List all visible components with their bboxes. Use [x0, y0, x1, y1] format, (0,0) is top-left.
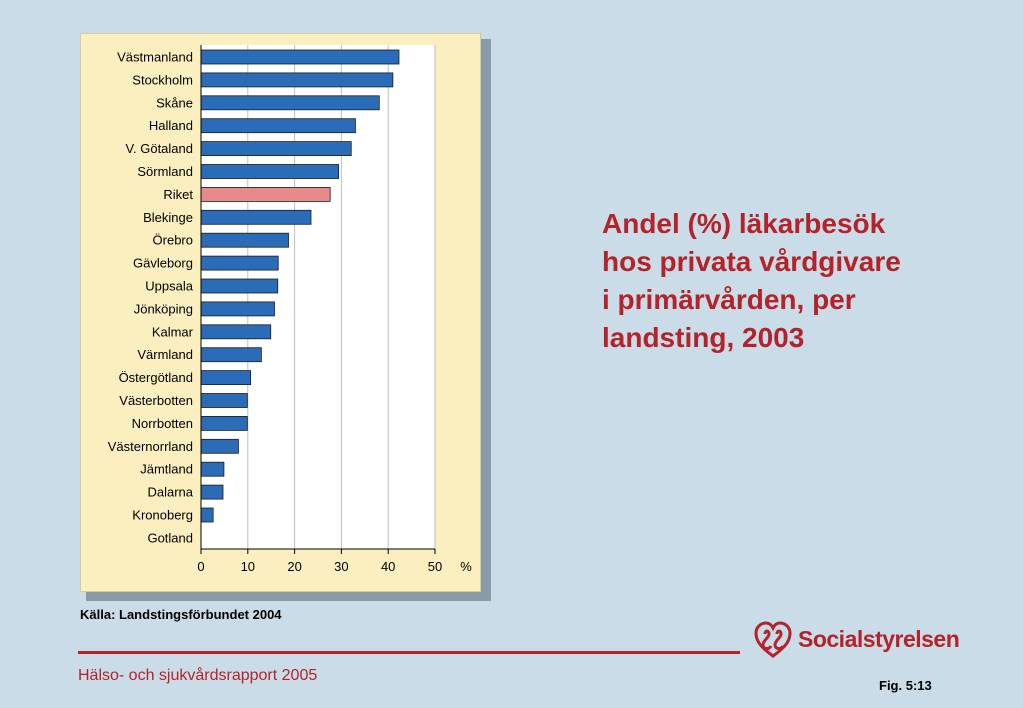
bar: [200, 347, 262, 363]
chart-title: Andel (%) läkarbesök hos privata vårdgiv…: [602, 205, 962, 357]
category-label: Norrbotten: [132, 416, 193, 431]
bar: [200, 370, 252, 386]
category-label: Jönköping: [134, 301, 193, 316]
category-label: Gävleborg: [133, 256, 193, 271]
footer-divider: [78, 651, 740, 654]
report-title: Hälso- och sjukvårdsrapport 2005: [78, 667, 318, 684]
source-note: Källa: Landstingsförbundet 2004: [80, 607, 282, 622]
socialstyrelsen-logo: Socialstyrelsen: [752, 618, 960, 660]
category-label: Dalarna: [147, 485, 193, 500]
category-label: Västmanland: [117, 50, 193, 65]
bar: [200, 141, 352, 157]
category-label: Värmland: [137, 347, 193, 362]
title-line-2: hos privata vårdgivare: [602, 246, 901, 277]
x-tick-label: 50: [428, 559, 442, 574]
bar: [200, 118, 356, 134]
bar: [200, 209, 312, 225]
title-line-1: Andel (%) läkarbesök: [602, 208, 886, 239]
category-label: Gotland: [147, 530, 193, 545]
category-label: Blekinge: [143, 210, 193, 225]
category-label: Östergötland: [119, 370, 193, 385]
category-label: Örebro: [153, 233, 193, 248]
category-label: Kronoberg: [132, 508, 193, 523]
category-label: Riket: [163, 187, 193, 202]
category-label: Västerbotten: [119, 393, 193, 408]
bar: [200, 415, 248, 431]
title-line-3: i primärvården, per: [602, 284, 856, 315]
bar: [200, 393, 248, 408]
x-tick-label: 20: [287, 559, 301, 574]
bar: [200, 438, 239, 454]
category-label: Uppsala: [145, 279, 193, 294]
title-line-4: landsting, 2003: [602, 322, 805, 353]
bar: [200, 301, 275, 317]
bar: [200, 72, 394, 88]
category-label: Västernorrland: [108, 439, 193, 454]
bar: [200, 507, 214, 523]
figure-number: Fig. 5:13: [879, 678, 932, 693]
category-label: Skåne: [156, 95, 193, 110]
category-label: Jämtland: [140, 462, 193, 477]
bar: [200, 324, 272, 340]
x-tick-label: 0: [197, 559, 204, 574]
bar: [200, 278, 279, 294]
category-label: V. Götaland: [126, 141, 193, 156]
bar: [200, 164, 339, 179]
category-label: Halland: [149, 118, 193, 133]
bar: [200, 232, 289, 248]
logo-icon: [754, 621, 792, 658]
bar: [200, 49, 400, 65]
bar-highlight: [200, 186, 331, 202]
x-tick-label: 10: [241, 559, 255, 574]
x-tick-label: 30: [334, 559, 348, 574]
bar: [200, 95, 380, 111]
category-label: Kalmar: [152, 324, 194, 339]
bar: [200, 461, 225, 477]
x-unit-label: %: [460, 559, 472, 574]
category-label: Sörmland: [137, 164, 193, 179]
bar: [200, 484, 224, 500]
bar: [200, 255, 279, 271]
x-tick-label: 40: [381, 559, 395, 574]
category-label: Stockholm: [132, 72, 193, 87]
logo-text: Socialstyrelsen: [798, 625, 960, 652]
